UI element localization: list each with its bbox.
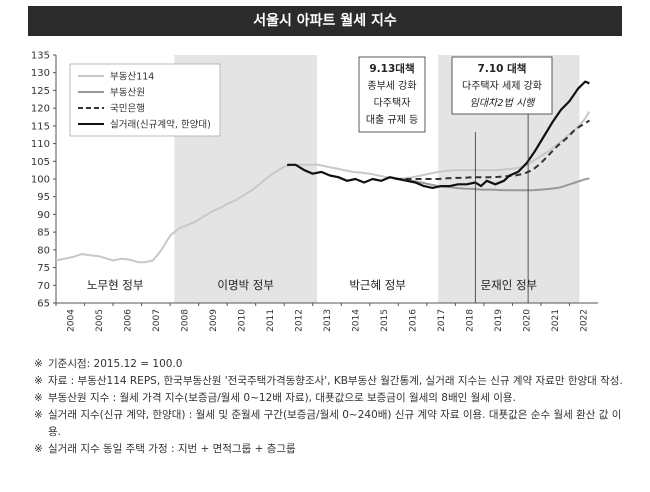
note-item: ※ 실거래 지수(신규 계약, 한양대) : 월세 및 준월세 구간(보증금/월세… — [34, 407, 634, 441]
y-tick-label: 85 — [37, 228, 50, 239]
y-tick-label: 75 — [37, 263, 50, 274]
note-mark: ※ — [34, 392, 43, 404]
note-text: 자료 : 부동산114 REPS, 한국부동산원 '전국주택가격동향조사', K… — [48, 375, 623, 387]
note-mark: ※ — [34, 443, 43, 455]
note-mark: ※ — [34, 358, 43, 370]
period-label: 노무현 정부 — [87, 278, 144, 292]
period-label: 이명박 정부 — [217, 278, 274, 292]
annotation-text: 임대차2법 시행 — [470, 97, 537, 109]
x-tick-label: 2006 — [123, 309, 133, 332]
x-tick-label: 2016 — [409, 309, 419, 332]
x-tick-label: 2004 — [66, 309, 76, 332]
note-text: 부동산원 지수 : 월세 가격 지수(보증금/월세 0~12배 자료), 대푯값… — [48, 392, 516, 404]
x-tick-label: 2011 — [266, 309, 276, 332]
x-tick-label: 2019 — [494, 309, 504, 332]
chart-area: 65 70 75 80 85 90 95 100 105 110 115 120 125 130 135 20… — [0, 40, 650, 355]
x-tick-label: 2005 — [95, 309, 105, 332]
y-tick-label: 100 — [31, 175, 50, 186]
x-tick-label: 2010 — [237, 309, 247, 332]
note-text: 기준시점: 2015.12 = 100.0 — [48, 358, 183, 370]
y-tick-label: 90 — [37, 210, 50, 221]
y-tick-label: 125 — [31, 86, 50, 97]
legend-label: 국민은행 — [110, 103, 145, 115]
x-tick-label: 2014 — [352, 309, 362, 332]
note-item: ※ 기준시점: 2015.12 = 100.0 — [34, 356, 634, 373]
x-tick-label: 2022 — [580, 309, 590, 332]
series-line — [55, 111, 591, 264]
y-tick-label: 65 — [37, 299, 50, 310]
y-tick-label: 130 — [31, 68, 50, 79]
annotation-text: 다주택자 — [374, 97, 411, 109]
annotation-text: 9.13대책 — [369, 62, 414, 75]
legend-label: 부동산114 — [110, 72, 154, 83]
note-mark: ※ — [34, 375, 43, 387]
y-tick-label: 70 — [37, 281, 50, 292]
period-label: 박근혜 정부 — [349, 278, 406, 292]
x-tick-label: 2021 — [551, 309, 561, 332]
y-tick-label: 110 — [31, 139, 50, 150]
annotation-box — [451, 56, 553, 115]
y-tick-label: 120 — [31, 104, 50, 115]
notes-section: ※ 기준시점: 2015.12 = 100.0 ※ 자료 : 부동산114 REPS… — [34, 356, 634, 458]
chart-title: 서울시 아파트 월세 지수 — [28, 6, 622, 36]
legend-label: 실거래(신규계약, 한양대) — [110, 119, 211, 131]
note-item: ※ 부동산원 지수 : 월세 가격 지수(보증금/월세 0~12배 자료), 대푯… — [34, 390, 634, 407]
annotation-text: 대출 규제 등 — [366, 114, 418, 126]
note-item: ※ 자료 : 부동산114 REPS, 한국부동산원 '전국주택가격동향조사', … — [34, 373, 634, 390]
y-tick-label: 80 — [37, 245, 50, 256]
x-tick-label: 2015 — [380, 309, 390, 332]
x-tick-label: 2008 — [180, 309, 190, 332]
x-tick-label: 2013 — [323, 309, 333, 332]
y-tick-label: 115 — [31, 121, 50, 132]
y-tick-label: 105 — [31, 157, 50, 168]
legend-label: 부동산원 — [110, 88, 145, 99]
period-label: 문재인 정부 — [481, 278, 538, 292]
series-line — [287, 80, 590, 189]
x-tick-label: 2007 — [152, 309, 162, 332]
series-line — [395, 119, 590, 180]
y-tick-label: 135 — [31, 51, 50, 62]
note-item: ※ 실거래 지수 동일 주택 가정 : 지번 + 면적그룹 + 층그룹 — [34, 441, 634, 458]
x-tick-label: 2020 — [523, 309, 533, 332]
y-tick-label: 95 — [37, 192, 50, 203]
annotation-text: 종부세 강화 — [367, 80, 416, 92]
note-mark: ※ — [34, 409, 43, 421]
annotation-box — [358, 56, 426, 133]
annotation-text: 7.10 대책 — [478, 62, 527, 75]
series-line — [395, 177, 590, 192]
x-tick-label: 2012 — [294, 309, 304, 332]
line-chart: 65 70 75 80 85 90 95 100 105 110 115 120 125 130 135 20… — [31, 51, 598, 332]
x-tick-label: 2018 — [466, 309, 476, 332]
note-text: 실거래 지수 동일 주택 가정 : 지번 + 면적그룹 + 층그룹 — [48, 443, 296, 455]
x-tick-label: 2009 — [209, 309, 219, 332]
note-text: 실거래 지수(신규 계약, 한양대) : 월세 및 준월세 구간(보증금/월세 … — [48, 409, 622, 438]
annotation-text: 다주택자 세제 강화 — [462, 80, 542, 92]
x-tick-label: 2017 — [437, 309, 447, 332]
